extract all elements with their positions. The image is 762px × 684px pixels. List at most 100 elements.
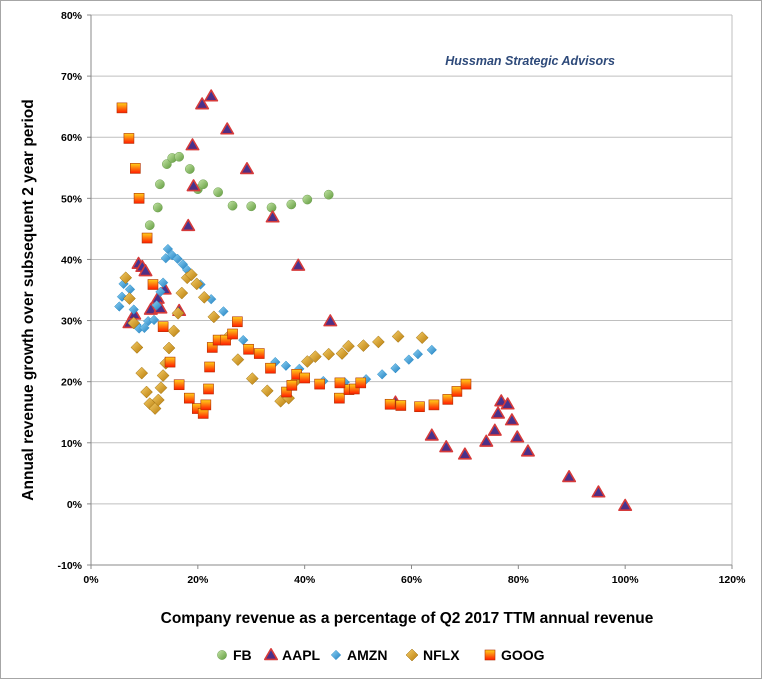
legend-marker-nflx [405,648,419,662]
goog-point [460,378,472,390]
goog-point [334,392,345,404]
amzn-point [238,334,249,346]
x-tick-label: 120% [719,574,747,586]
legend-label-amzn: AMZN [347,647,387,663]
fb-point [286,199,297,210]
watermark-text: Hussman Strategic Advisors [445,54,615,68]
amzn-point [172,253,183,264]
fb-point [155,179,165,190]
nflx-point [185,268,198,282]
amzn-point [148,314,160,326]
goog-point [203,383,214,395]
nflx-point [335,347,349,360]
fb-point [184,164,195,174]
legend-label-nflx: NFLX [423,647,460,663]
aapl-point [510,430,525,443]
nflx-point [154,381,168,395]
x-tick-label: 80% [508,574,530,586]
goog-point [204,361,215,373]
nflx-point [130,341,144,354]
amzn-point [151,300,162,311]
nflx-point [300,355,314,368]
legend: FB AAPL AMZN NFLX GOOG [217,647,545,663]
goog-point [227,328,238,340]
amzn-point [218,306,229,317]
legend-item-amzn: AMZN [330,647,387,663]
y-tick-label: 0% [67,499,83,511]
aapl-point [457,447,472,460]
fb-point [198,179,209,190]
aapl-point [487,423,502,436]
x-tick-label: 100% [612,574,640,586]
goog-point [183,392,195,404]
gridlines [91,14,733,566]
nflx-point [167,324,181,338]
fb-point [144,220,155,231]
goog-point [147,279,159,290]
legend-item-goog: GOOG [484,647,545,663]
aapl-point [424,428,439,441]
goog-point [395,400,407,411]
goog-point [232,316,243,328]
nflx-point [156,369,170,382]
aapl-point [520,444,535,457]
nflx-point [391,330,405,343]
y-tick-label: 30% [61,316,83,328]
y-tick-label: 40% [61,254,83,266]
aapl-point [618,498,633,511]
goog-point [451,386,463,397]
fb-point [227,200,238,211]
aapl-point [504,413,519,426]
nflx-point [197,290,211,304]
fb-point [162,159,172,169]
fb-point [213,187,223,198]
goog-point [206,342,218,353]
nflx-point [231,353,245,367]
aapl-point [439,440,454,453]
amzn-point [280,360,292,371]
y-tick-label: -10% [57,560,82,572]
nflx-point [322,347,336,361]
aapl-point [265,210,280,223]
x-tick-label: 60% [401,574,423,586]
aapl-point [220,122,235,135]
goog-point [314,378,325,390]
aapl-point [143,302,158,315]
axes: -10%0%10%20%30%40%50%60%70%80%0% 20% 40% 60… [57,10,746,586]
x-tick-label: 0% [83,574,99,586]
aapl-point [500,397,515,410]
goog-point [355,377,367,389]
y-tick-label: 70% [61,71,83,83]
legend-item-nflx: NFLX [405,647,460,663]
legend-marker-aapl [263,647,279,661]
legend-marker-goog [484,649,496,661]
amzn-point [114,301,125,312]
legend-label-fb: FB [233,647,252,663]
aapl-point [291,258,306,271]
x-tick-label: 20% [187,574,209,586]
aapl-point [181,218,196,232]
goog-point [130,163,141,174]
amzn-point [412,349,424,360]
goog-point [299,372,310,384]
goog-point [414,401,425,413]
goog-point [123,133,135,144]
y-axis-label: Annual revenue growth over subsequent 2 … [20,99,37,500]
goog-point [243,343,254,355]
legend-label-aapl: AAPL [282,647,321,663]
legend-marker-fb [217,650,227,660]
amzn-point [157,277,169,288]
aapl-point [186,179,201,192]
y-tick-label: 80% [61,10,83,22]
amzn-point [162,243,174,255]
nflx-point [190,277,204,291]
nflx-point [123,292,136,305]
y-tick-label: 20% [61,377,83,389]
amzn-point [139,322,150,334]
goog-point [133,193,145,204]
aapl-point [195,97,210,110]
nflx-point [308,350,322,363]
nflx-point [140,385,153,399]
